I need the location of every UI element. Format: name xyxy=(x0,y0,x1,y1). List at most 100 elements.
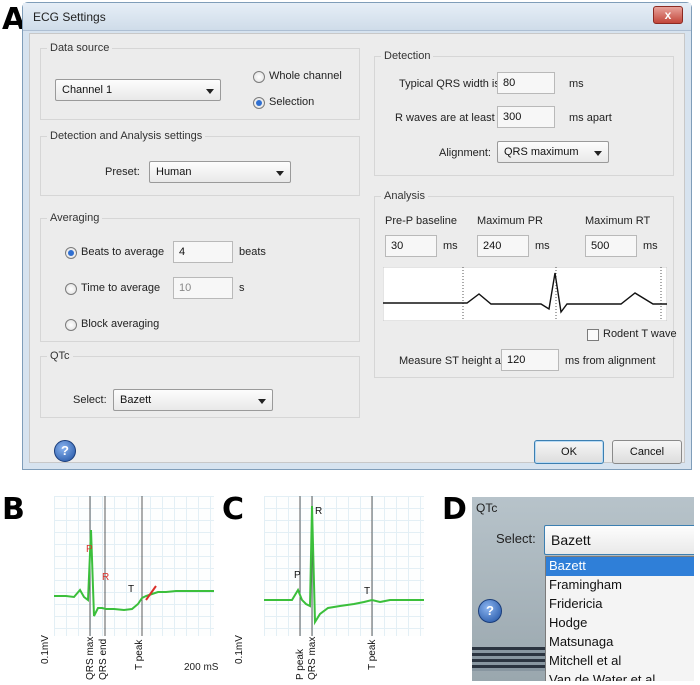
st-height-label: Measure ST height at xyxy=(399,355,504,367)
beats-unit: beats xyxy=(239,246,266,258)
time-to-average-input[interactable]: 10 xyxy=(173,277,233,299)
panel-c-ecg: P R T xyxy=(264,496,424,636)
block-averaging-radio[interactable] xyxy=(65,319,77,331)
detection-group: Detection Typical QRS width is 80 ms R w… xyxy=(374,50,674,176)
max-rt-input[interactable]: 500 xyxy=(585,235,637,257)
qtc-group-label-d: QTc xyxy=(476,501,498,515)
r-waves-input[interactable]: 300 xyxy=(497,106,555,128)
ecg-trace-b xyxy=(54,496,214,636)
detection-analysis-label: Detection and Analysis settings xyxy=(47,130,206,142)
p-peak-label-c: P peak xyxy=(295,649,306,680)
panel-label-a: A xyxy=(2,2,26,37)
chevron-down-icon xyxy=(594,151,602,156)
option-matsunaga[interactable]: Matsunaga xyxy=(549,634,614,649)
max-pr-input[interactable]: 240 xyxy=(477,235,529,257)
preset-select[interactable]: Human xyxy=(149,161,291,183)
pre-p-input[interactable]: 30 xyxy=(385,235,437,257)
whole-channel-label: Whole channel xyxy=(269,70,342,82)
preset-label: Preset: xyxy=(105,166,140,178)
qrs-max-label-c: QRS max xyxy=(307,636,318,680)
panel-d-qtc-dropdown: QTc Select: Bazett Bazett Framingham Fri… xyxy=(472,497,694,681)
beats-to-average-radio[interactable] xyxy=(65,247,77,259)
option-hodge[interactable]: Hodge xyxy=(549,615,588,630)
r-wave-label: R xyxy=(102,572,110,583)
panel-label-c: C xyxy=(222,492,245,527)
chevron-down-icon xyxy=(206,89,214,94)
ok-button[interactable]: OK xyxy=(534,440,604,464)
t-wave-label: T xyxy=(128,584,135,595)
qtc-select-label-d: Select: xyxy=(496,531,536,546)
help-button[interactable]: ? xyxy=(54,440,76,462)
alignment-select-value: QRS maximum xyxy=(504,146,579,158)
max-pr-label: Maximum PR xyxy=(477,215,544,227)
t-wave-label-c: T xyxy=(364,586,371,597)
time-to-average-label: Time to average xyxy=(81,282,161,294)
dark-stripes xyxy=(472,647,545,671)
averaging-group: Averaging Beats to average 4 beats Time … xyxy=(40,212,360,342)
panel-label-b: B xyxy=(2,492,25,527)
rodent-t-wave-checkbox[interactable] xyxy=(587,329,599,341)
dialog-client: Data source Channel 1 Whole channel Sele… xyxy=(29,33,685,464)
panel-b-ecg: P R T xyxy=(54,496,214,636)
detection-analysis-group: Detection and Analysis settings Preset: … xyxy=(40,130,360,196)
p-wave-label: P xyxy=(86,544,93,555)
detection-label: Detection xyxy=(381,50,434,62)
beats-to-average-label: Beats to average xyxy=(81,246,165,258)
data-source-group: Data source Channel 1 Whole channel Sele… xyxy=(40,42,360,120)
preset-select-value: Human xyxy=(156,166,192,178)
t-peak-label-b: T peak xyxy=(134,639,145,670)
scale-label-c: 0.1mV xyxy=(234,635,245,664)
block-averaging-label: Block averaging xyxy=(81,318,160,330)
qtc-select-label: Select: xyxy=(73,394,107,406)
p-wave-label-c: P xyxy=(294,570,301,581)
qtc-select-open[interactable]: Bazett xyxy=(544,525,694,555)
max-rt-unit: ms xyxy=(643,240,658,252)
close-button[interactable]: x xyxy=(653,6,683,24)
time-to-average-radio[interactable] xyxy=(65,283,77,295)
r-waves-unit: ms apart xyxy=(569,112,612,124)
selection-label: Selection xyxy=(269,96,315,108)
t-peak-label-c: T peak xyxy=(367,639,378,670)
averaging-label: Averaging xyxy=(47,212,103,224)
qtc-options-list: Bazett Framingham Fridericia Hodge Matsu… xyxy=(545,556,694,681)
option-fridericia[interactable]: Fridericia xyxy=(549,596,603,611)
ecg-trace-c xyxy=(264,496,424,636)
option-bazett[interactable]: Bazett xyxy=(546,557,694,576)
whole-channel-radio[interactable] xyxy=(253,71,265,83)
r-waves-label: R waves are at least xyxy=(395,112,495,124)
pre-p-label: Pre-P baseline xyxy=(385,215,457,227)
analysis-label: Analysis xyxy=(381,190,428,202)
qtc-select[interactable]: Bazett xyxy=(113,389,273,411)
qrs-end-label-b: QRS end xyxy=(98,638,109,680)
option-mitchell[interactable]: Mitchell et al xyxy=(549,653,622,668)
cancel-button[interactable]: Cancel xyxy=(612,440,682,464)
time-unit: s xyxy=(239,282,245,294)
dialog-title: ECG Settings xyxy=(23,3,691,31)
max-pr-unit: ms xyxy=(535,240,550,252)
qrs-width-label: Typical QRS width is xyxy=(399,78,500,90)
beats-to-average-input[interactable]: 4 xyxy=(173,241,233,263)
qtc-select-open-value: Bazett xyxy=(551,532,591,548)
st-height-input[interactable]: 120 xyxy=(501,349,559,371)
qrs-width-input[interactable]: 80 xyxy=(497,72,555,94)
chevron-down-icon xyxy=(258,399,266,404)
qtc-group: QTc Select: Bazett xyxy=(40,350,360,418)
panel-label-d: D xyxy=(442,492,467,527)
analysis-group: Analysis Pre-P baseline Maximum PR Maxim… xyxy=(374,190,677,378)
qtc-label: QTc xyxy=(47,350,73,362)
ecg-waveform-preview xyxy=(383,267,667,321)
selection-radio[interactable] xyxy=(253,97,265,109)
help-button-d[interactable]: ? xyxy=(478,599,502,623)
channel-select[interactable]: Channel 1 xyxy=(55,79,221,101)
r-wave-label-c: R xyxy=(315,506,323,517)
qrs-max-label-b: QRS max xyxy=(85,636,96,680)
scale-label-b: 0.1mV xyxy=(40,635,51,664)
option-van-de-water[interactable]: Van de Water et al xyxy=(549,672,656,681)
alignment-label: Alignment: xyxy=(439,147,491,159)
chevron-down-icon xyxy=(276,171,284,176)
st-height-unit: ms from alignment xyxy=(565,355,656,367)
pre-p-unit: ms xyxy=(443,240,458,252)
option-framingham[interactable]: Framingham xyxy=(549,577,622,592)
alignment-select[interactable]: QRS maximum xyxy=(497,141,609,163)
data-source-label: Data source xyxy=(47,42,113,54)
